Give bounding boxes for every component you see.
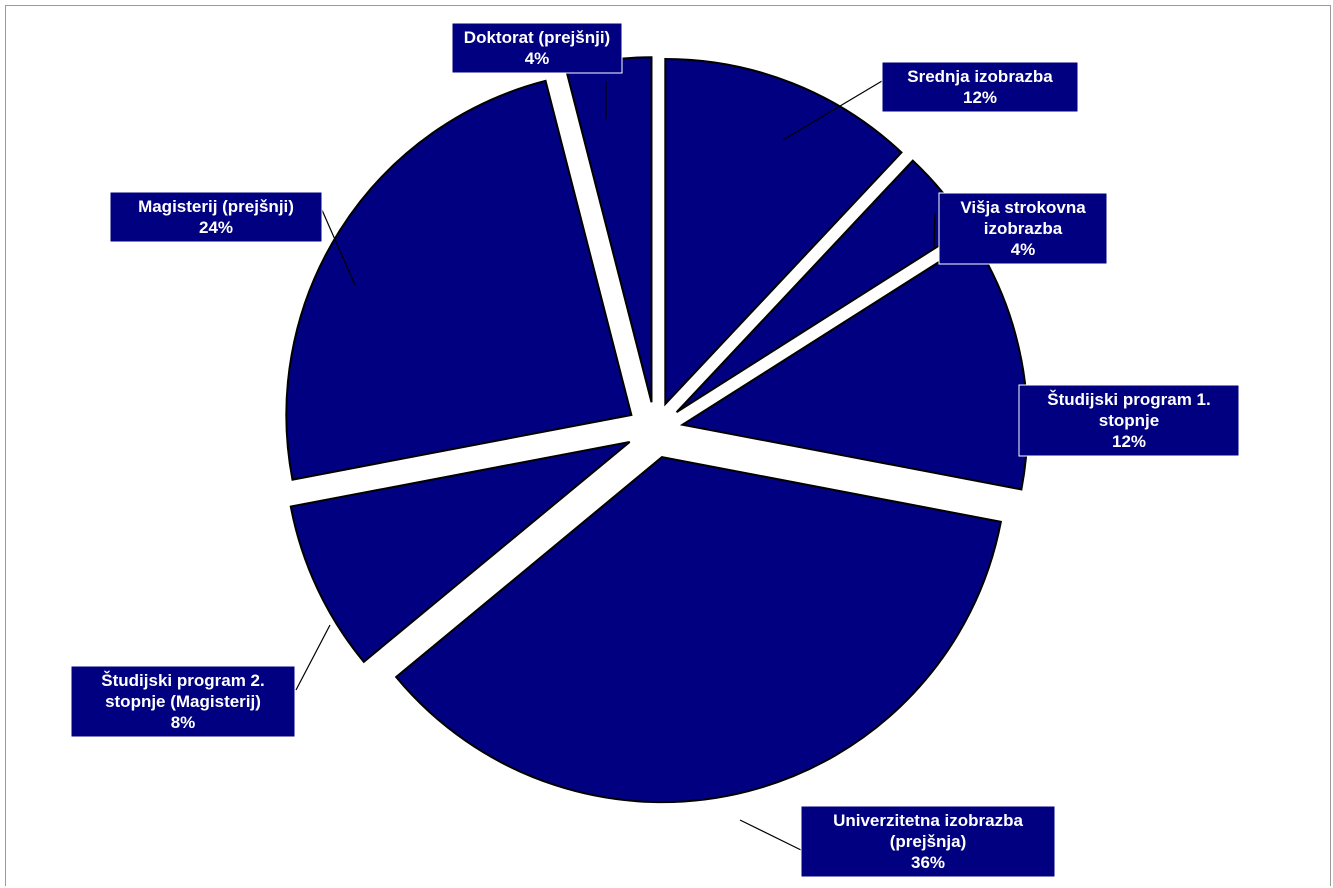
slice-label-3: Študijski program 1. stopnje 12% — [1018, 384, 1240, 457]
slice-percent-label: 24% — [199, 218, 233, 237]
slice-category-label: Doktorat (prejšnji) — [464, 28, 610, 47]
label-box — [938, 192, 1108, 265]
leader-line-4 — [739, 819, 802, 851]
pie-slice-1 — [664, 57, 903, 407]
slice-label-1: Srednja izobrazba 12% — [881, 61, 1079, 113]
chart-frame — [5, 5, 1331, 886]
leader-line-6 — [321, 209, 356, 286]
slice-percent-label: 4% — [525, 49, 550, 68]
slice-label-5: Študijski program 2. stopnje (Magisterij)… — [70, 665, 296, 738]
slice-category-label: Študijski program 1. — [1047, 390, 1210, 409]
slice-category-label: (prejšnja) — [890, 832, 967, 851]
slice-category-label: Študijski program 2. — [101, 671, 264, 690]
label-box — [451, 22, 623, 74]
slice-category-label: Srednja izobrazba — [907, 67, 1053, 86]
slice-category-label: Magisterij (prejšnji) — [138, 197, 294, 216]
label-box — [881, 61, 1079, 113]
slice-category-label: Univerzitetna izobrazba — [833, 811, 1023, 830]
slice-category-label: stopnje (Magisterij) — [105, 692, 261, 711]
slice-percent-label: 4% — [1011, 240, 1036, 259]
leader-line-1 — [782, 80, 883, 141]
slice-percent-label: 12% — [1112, 432, 1146, 451]
leader-line-5 — [295, 624, 331, 691]
slice-label-6: Magisterij (prejšnji) 24% — [109, 191, 323, 243]
slice-label-4: Univerzitetna izobrazba (prejšnja) 36% — [800, 805, 1056, 878]
label-box — [1018, 384, 1240, 457]
slice-label-7: Doktorat (prejšnji) 4% — [451, 22, 623, 74]
slice-percent-label: 8% — [171, 713, 196, 732]
slice-percent-label: 36% — [911, 853, 945, 872]
pie-slice-4 — [394, 456, 1003, 804]
slice-category-label: stopnje — [1099, 411, 1159, 430]
pie-slice-6 — [285, 79, 633, 481]
slice-percent-label: 12% — [963, 88, 997, 107]
slice-category-label: Višja strokovna — [960, 198, 1086, 217]
label-box — [109, 191, 323, 243]
label-box — [70, 665, 296, 738]
label-box — [800, 805, 1056, 878]
pie-slice-5 — [289, 440, 631, 664]
leader-line-2 — [933, 212, 936, 249]
slice-label-2: Višja strokovna izobrazba 4% — [938, 192, 1108, 265]
slice-category-label: izobrazba — [984, 219, 1063, 238]
